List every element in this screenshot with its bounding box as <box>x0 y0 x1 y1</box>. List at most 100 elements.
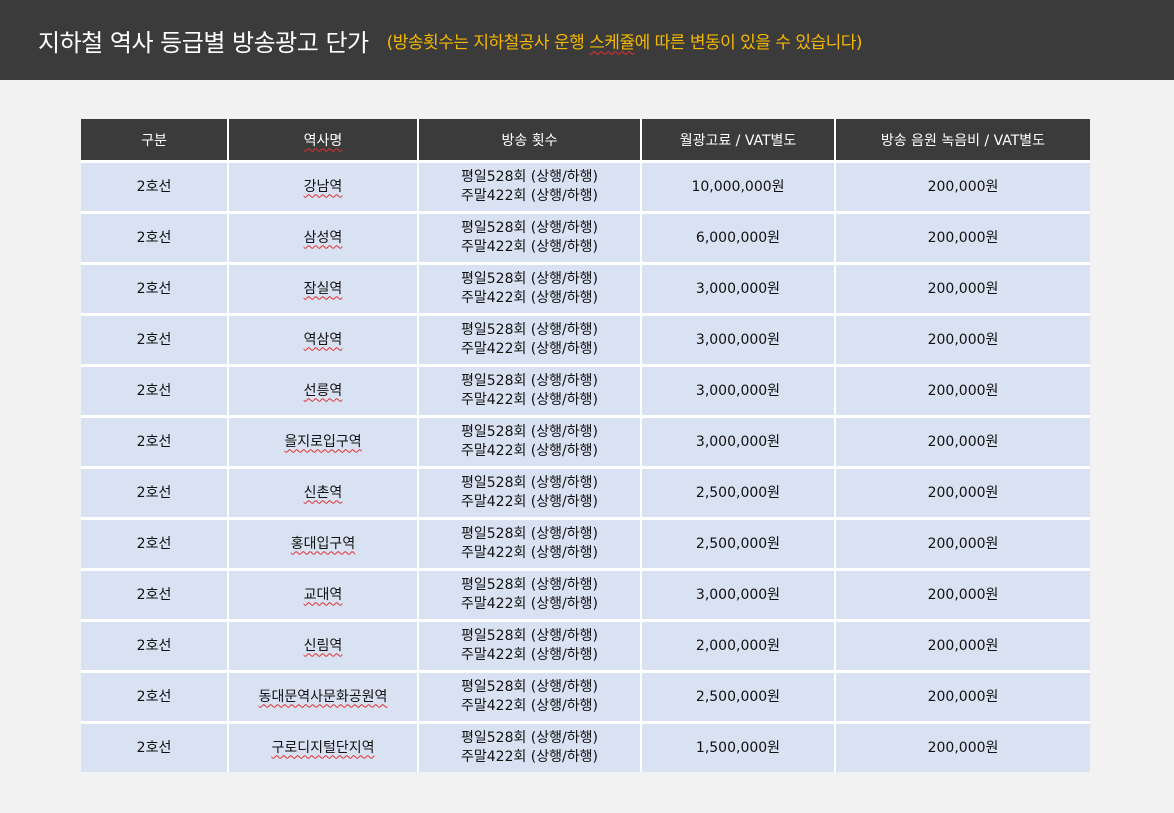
table-body: 2호선 강남역 평일528회 (상행/하행) 주말422회 (상행/하행) 10,000… <box>81 161 1090 772</box>
page-title: 지하철 역사 등급별 방송광고 단가 <box>38 28 369 57</box>
weekend-count: 주말422회 (상행/하행) <box>461 239 598 255</box>
weekend-count: 주말422회 (상행/하행) <box>461 545 598 561</box>
station-name: 역삼역 <box>303 331 343 348</box>
table-row: 2호선 교대역 평일528회 (상행/하행) 주말422회 (상행/하행) 3,000,… <box>81 569 1090 622</box>
station-cell: 을지로입구역 <box>227 416 418 469</box>
recording-fee-cell: 200,000원 <box>834 518 1090 571</box>
line-cell: 2호선 <box>81 365 228 418</box>
broadcast-count-cell: 평일528회 (상행/하행) 주말422회 (상행/하행) <box>417 263 641 316</box>
column-header-station-label: 역사명 <box>303 132 343 149</box>
recording-fee-cell: 200,000원 <box>834 671 1090 724</box>
station-cell: 선릉역 <box>227 365 418 418</box>
monthly-fee-cell: 3,000,000원 <box>640 416 835 469</box>
broadcast-count-cell: 평일528회 (상행/하행) 주말422회 (상행/하행) <box>417 518 641 571</box>
line-cell: 2호선 <box>81 314 228 367</box>
station-cell: 구로디지털단지역 <box>227 722 418 772</box>
table-row: 2호선 신림역 평일528회 (상행/하행) 주말422회 (상행/하행) 2,000,… <box>81 620 1090 673</box>
station-name: 강남역 <box>303 178 343 195</box>
broadcast-count-cell: 평일528회 (상행/하행) 주말422회 (상행/하행) <box>417 314 641 367</box>
weekend-count: 주말422회 (상행/하행) <box>461 290 598 306</box>
line-cell: 2호선 <box>81 620 228 673</box>
weekend-count: 주말422회 (상행/하행) <box>461 647 598 663</box>
column-header-station: 역사명 <box>227 119 418 163</box>
weekend-count: 주말422회 (상행/하행) <box>461 392 598 408</box>
recording-fee-cell: 200,000원 <box>834 722 1090 772</box>
weekend-count: 주말422회 (상행/하행) <box>461 596 598 612</box>
table-row: 2호선 삼성역 평일528회 (상행/하행) 주말422회 (상행/하행) 6,000,… <box>81 212 1090 265</box>
column-header-monthly-fee: 월광고료 / VAT별도 <box>640 119 835 163</box>
station-cell: 홍대입구역 <box>227 518 418 571</box>
weekend-count: 주말422회 (상행/하행) <box>461 341 598 357</box>
line-cell: 2호선 <box>81 263 228 316</box>
weekday-count: 평일528회 (상행/하행) <box>461 577 598 593</box>
table-row: 2호선 구로디지털단지역 평일528회 (상행/하행) 주말422회 (상행/하행) 1… <box>81 722 1090 772</box>
station-name: 잠실역 <box>303 280 343 297</box>
station-cell: 잠실역 <box>227 263 418 316</box>
station-name: 구로디지털단지역 <box>271 739 375 756</box>
recording-fee-cell: 200,000원 <box>834 569 1090 622</box>
column-header-recording-fee: 방송 음원 녹음비 / VAT별도 <box>834 119 1090 163</box>
weekday-count: 평일528회 (상행/하행) <box>461 169 598 185</box>
table-row: 2호선 역삼역 평일528회 (상행/하행) 주말422회 (상행/하행) 3,000,… <box>81 314 1090 367</box>
monthly-fee-cell: 1,500,000원 <box>640 722 835 772</box>
schedule-note-prefix: (방송횟수는 지하철공사 운행 <box>386 32 590 53</box>
broadcast-count-cell: 평일528회 (상행/하행) 주말422회 (상행/하행) <box>417 365 641 418</box>
station-name: 홍대입구역 <box>290 535 356 552</box>
monthly-fee-cell: 2,000,000원 <box>640 620 835 673</box>
weekday-count: 평일528회 (상행/하행) <box>461 475 598 491</box>
broadcast-count-cell: 평일528회 (상행/하행) 주말422회 (상행/하행) <box>417 620 641 673</box>
recording-fee-cell: 200,000원 <box>834 620 1090 673</box>
monthly-fee-cell: 6,000,000원 <box>640 212 835 265</box>
column-header-broadcast-count: 방송 횟수 <box>417 119 641 163</box>
monthly-fee-cell: 2,500,000원 <box>640 671 835 724</box>
schedule-note: (방송횟수는 지하철공사 운행 스케쥴에 따른 변동이 있을 수 있습니다) <box>386 28 863 53</box>
line-cell: 2호선 <box>81 212 228 265</box>
weekend-count: 주말422회 (상행/하행) <box>461 188 598 204</box>
recording-fee-cell: 200,000원 <box>834 467 1090 520</box>
broadcast-count-cell: 평일528회 (상행/하행) 주말422회 (상행/하행) <box>417 212 641 265</box>
station-name: 신촌역 <box>303 484 343 501</box>
station-cell: 강남역 <box>227 161 418 214</box>
weekend-count: 주말422회 (상행/하행) <box>461 443 598 459</box>
station-name: 선릉역 <box>303 382 343 399</box>
table-row: 2호선 을지로입구역 평일528회 (상행/하행) 주말422회 (상행/하행) 3,0… <box>81 416 1090 469</box>
station-name: 을지로입구역 <box>284 433 362 450</box>
station-cell: 신림역 <box>227 620 418 673</box>
table-row: 2호선 선릉역 평일528회 (상행/하행) 주말422회 (상행/하행) 3,000,… <box>81 365 1090 418</box>
recording-fee-cell: 200,000원 <box>834 416 1090 469</box>
broadcast-count-cell: 평일528회 (상행/하행) 주말422회 (상행/하행) <box>417 671 641 724</box>
table-row: 2호선 동대문역사문화공원역 평일528회 (상행/하행) 주말422회 (상행/하행… <box>81 671 1090 724</box>
weekday-count: 평일528회 (상행/하행) <box>461 373 598 389</box>
weekend-count: 주말422회 (상행/하행) <box>461 698 598 714</box>
column-header-category: 구분 <box>81 119 228 163</box>
schedule-note-wavy-word: 스케쥴 <box>589 32 635 53</box>
weekday-count: 평일528회 (상행/하행) <box>461 526 598 542</box>
broadcast-count-cell: 평일528회 (상행/하행) 주말422회 (상행/하행) <box>417 722 641 772</box>
recording-fee-cell: 200,000원 <box>834 365 1090 418</box>
station-name: 삼성역 <box>303 229 343 246</box>
broadcast-count-cell: 평일528회 (상행/하행) 주말422회 (상행/하행) <box>417 467 641 520</box>
line-cell: 2호선 <box>81 569 228 622</box>
station-cell: 교대역 <box>227 569 418 622</box>
monthly-fee-cell: 3,000,000원 <box>640 569 835 622</box>
table-row: 2호선 신촌역 평일528회 (상행/하행) 주말422회 (상행/하행) 2,500,… <box>81 467 1090 520</box>
station-cell: 역삼역 <box>227 314 418 367</box>
recording-fee-cell: 200,000원 <box>834 263 1090 316</box>
weekend-count: 주말422회 (상행/하행) <box>461 749 598 765</box>
weekday-count: 평일528회 (상행/하행) <box>461 220 598 236</box>
line-cell: 2호선 <box>81 416 228 469</box>
station-name: 동대문역사문화공원역 <box>258 688 388 705</box>
weekday-count: 평일528회 (상행/하행) <box>461 628 598 644</box>
table-header-row: 구분 역사명 방송 횟수 월광고료 / VAT별도 방송 음원 녹음비 / VA… <box>81 119 1090 163</box>
ad-price-table: 구분 역사명 방송 횟수 월광고료 / VAT별도 방송 음원 녹음비 / VA… <box>81 119 1090 772</box>
station-cell: 동대문역사문화공원역 <box>227 671 418 724</box>
recording-fee-cell: 200,000원 <box>834 161 1090 214</box>
recording-fee-cell: 200,000원 <box>834 212 1090 265</box>
station-name: 교대역 <box>303 586 343 603</box>
monthly-fee-cell: 2,500,000원 <box>640 467 835 520</box>
station-name: 신림역 <box>303 637 343 654</box>
line-cell: 2호선 <box>81 467 228 520</box>
monthly-fee-cell: 2,500,000원 <box>640 518 835 571</box>
weekday-count: 평일528회 (상행/하행) <box>461 424 598 440</box>
weekend-count: 주말422회 (상행/하행) <box>461 494 598 510</box>
